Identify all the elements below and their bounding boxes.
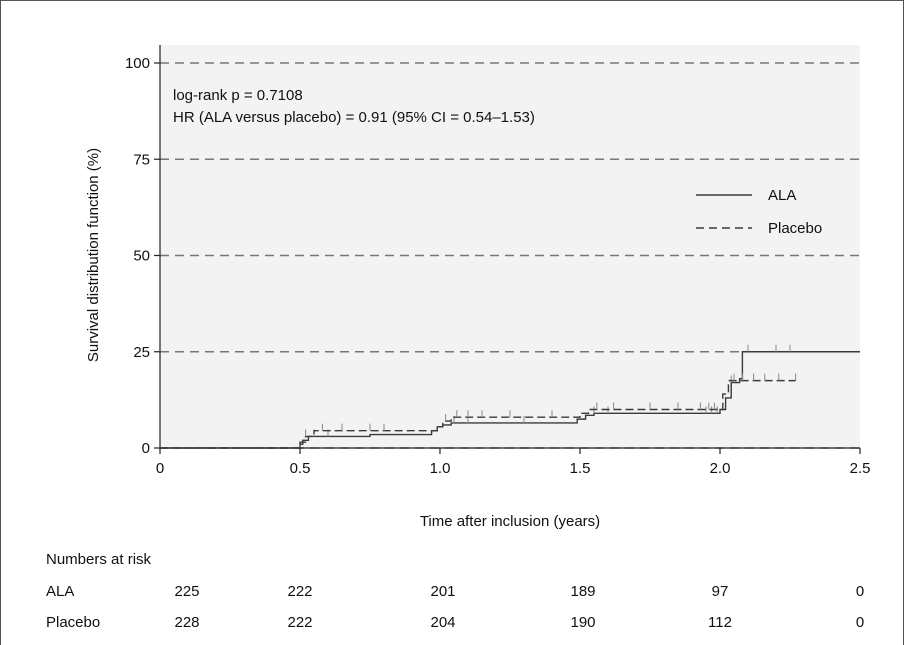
risk-value-ala: 225 <box>174 583 199 600</box>
legend: ALA Placebo <box>696 187 822 237</box>
series-ala-curve <box>160 351 860 449</box>
risk-value-placebo: 112 <box>708 614 732 631</box>
x-tick-label: 0.5 <box>290 460 311 477</box>
y-tick-label: 100 <box>125 55 150 72</box>
plot-background <box>160 45 860 448</box>
hazard-ratio-annotation: HR (ALA versus placebo) = 0.91 (95% CI =… <box>173 109 535 126</box>
legend-placebo-label: Placebo <box>768 220 822 237</box>
x-tick-label: 0 <box>156 460 164 477</box>
legend-ala-label: ALA <box>768 187 796 204</box>
risk-row-label-ala: ALA <box>46 583 74 600</box>
y-tick-label: 75 <box>133 151 150 168</box>
series-placebo-curve <box>160 379 796 449</box>
risk-row-label-placebo: Placebo <box>46 614 100 631</box>
x-tick-label: 1.5 <box>570 460 591 477</box>
x-axis-title: Time after inclusion (years) <box>420 513 600 530</box>
risk-value-ala: 97 <box>712 583 729 600</box>
x-tick-label: 1.0 <box>430 460 451 477</box>
y-axis-title: Survival distribution function (%) <box>85 148 102 362</box>
risk-value-placebo: 0 <box>856 614 864 631</box>
risk-value-ala: 201 <box>430 583 455 600</box>
risk-value-placebo: 204 <box>430 614 455 631</box>
risk-value-ala: 189 <box>570 583 595 600</box>
risk-value-placebo: 228 <box>174 614 199 631</box>
risk-value-ala: 0 <box>856 583 864 600</box>
risk-value-ala: 222 <box>287 583 312 600</box>
y-tick-label: 50 <box>133 248 150 265</box>
y-tick-label: 25 <box>133 344 150 361</box>
risk-table-title: Numbers at risk <box>46 551 152 568</box>
x-tick-label: 2.0 <box>710 460 731 477</box>
risk-table: Numbers at risk ALA Placebo 225 222 201 189… <box>46 551 864 631</box>
y-tick-label: 0 <box>142 440 150 457</box>
risk-value-placebo: 222 <box>287 614 312 631</box>
risk-value-placebo: 190 <box>570 614 595 631</box>
x-tick-label: 2.5 <box>850 460 871 477</box>
logrank-annotation: log-rank p = 0.7108 <box>173 87 303 104</box>
